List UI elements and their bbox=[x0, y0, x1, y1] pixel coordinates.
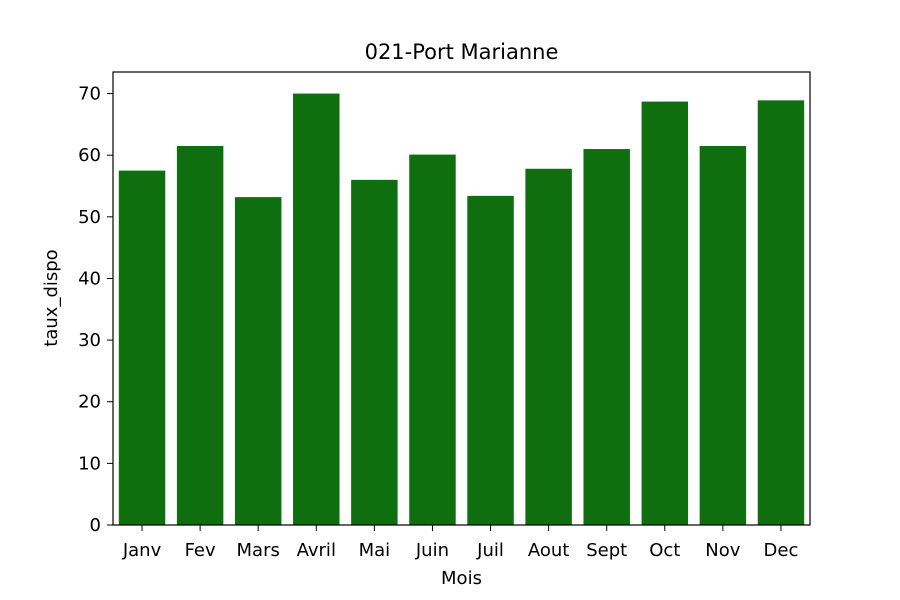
bar-mai bbox=[351, 179, 398, 525]
y-tick-label: 30 bbox=[78, 330, 101, 351]
x-tick-label: Dec bbox=[764, 540, 799, 561]
bar-juin bbox=[409, 154, 456, 525]
bar-juil bbox=[467, 195, 514, 525]
bar-fev bbox=[176, 145, 224, 526]
y-tick-label: 60 bbox=[78, 145, 101, 166]
y-axis-ticks: 0 10 20 30 40 50 60 70 bbox=[78, 84, 113, 536]
y-tick-label: 40 bbox=[78, 268, 101, 289]
x-tick-label: Sept bbox=[586, 540, 627, 561]
bar-dec bbox=[757, 100, 805, 526]
chart-title: 021-Port Marianne bbox=[365, 40, 559, 64]
x-tick-label: Juin bbox=[415, 540, 449, 561]
y-tick-label: 70 bbox=[78, 84, 101, 105]
bar-mars bbox=[234, 197, 282, 525]
x-tick-label: Oct bbox=[649, 540, 680, 561]
bar-avril bbox=[293, 93, 340, 526]
bar-nov bbox=[699, 145, 747, 526]
y-tick-label: 0 bbox=[90, 515, 101, 536]
y-tick-label: 50 bbox=[78, 207, 101, 228]
plot-frame bbox=[112, 71, 811, 526]
x-tick-label: Mai bbox=[359, 540, 391, 561]
x-axis-label: Mois bbox=[441, 568, 482, 589]
x-tick-label: Nov bbox=[705, 540, 740, 561]
y-tick-label: 20 bbox=[78, 392, 101, 413]
bar-aout bbox=[525, 168, 572, 526]
x-tick-label: Janv bbox=[122, 540, 162, 561]
bars-group bbox=[118, 93, 805, 526]
bar-sept bbox=[583, 149, 630, 525]
bar-janv bbox=[118, 170, 166, 525]
x-tick-label: Fev bbox=[185, 540, 216, 561]
x-tick-label: Aout bbox=[528, 540, 569, 561]
x-axis-ticks: Janv Fev Mars Avril Mai Juin Juil Aout Sept Oct No… bbox=[122, 525, 799, 561]
x-tick-label: Avril bbox=[297, 540, 336, 561]
y-axis-label: taux_dispo bbox=[41, 249, 62, 346]
x-tick-label: Mars bbox=[237, 540, 280, 561]
y-tick-label: 10 bbox=[78, 453, 101, 474]
bar-oct bbox=[641, 101, 689, 525]
x-tick-label: Juil bbox=[476, 540, 504, 561]
